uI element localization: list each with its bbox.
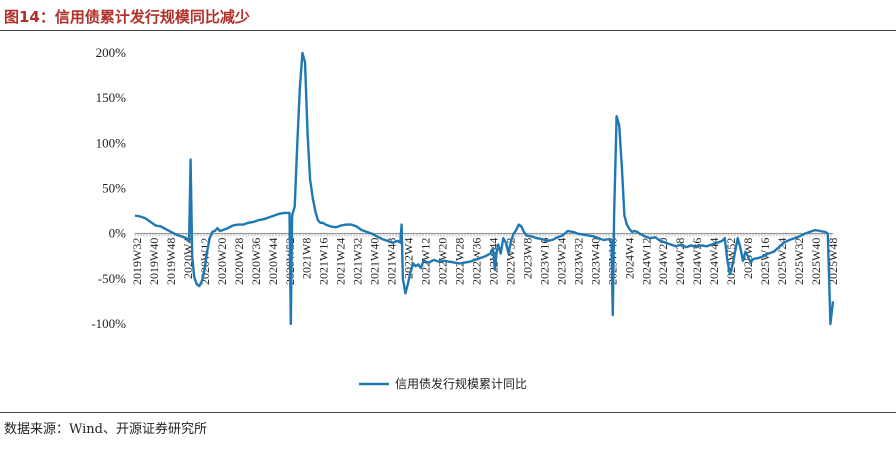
x-tick-label: 2024W28	[673, 238, 687, 285]
x-tick-label: 2021W40	[368, 238, 382, 285]
x-tick-label: 2024W20	[656, 238, 670, 285]
x-tick-label: 2023W40	[588, 238, 602, 285]
y-tick-label: 50%	[102, 181, 126, 196]
x-tick-label: 2023W16	[537, 238, 551, 285]
x-tick-label: 2025W16	[758, 238, 772, 285]
figure-title: 图14：信用债累计发行规模同比减少	[4, 8, 250, 26]
legend-label: 信用债发行规模累计同比	[395, 376, 527, 391]
line-chart: 200%150%100%50%0%-50%-100% 2019W32 2019W4…	[91, 45, 840, 391]
x-tick-label: 2022W36	[470, 238, 484, 285]
x-tick-label: 2019W48	[164, 238, 178, 285]
plot-area	[134, 51, 835, 326]
source-note: 数据来源：Wind、开源证券研究所	[4, 422, 207, 437]
y-tick-label: 200%	[96, 45, 127, 60]
x-tick-label: 2023W24	[554, 238, 568, 285]
x-axis: 2019W32 2019W40 2019W48 2020W4 2020W12 2020W2…	[130, 232, 840, 285]
x-tick-label: 2022W28	[453, 238, 467, 285]
source-rule	[0, 412, 896, 413]
y-tick-label: -50%	[98, 271, 126, 286]
title-rule	[0, 30, 896, 31]
y-axis: 200% 150% 100% 50% 0% -50% -100%	[91, 45, 126, 331]
x-tick-label: 2025W24	[775, 238, 789, 285]
x-tick-label: 2023W32	[571, 238, 585, 285]
x-tick-label: 2025W32	[792, 238, 806, 285]
y-tick-label: 150%	[96, 90, 127, 105]
x-tick-label: 2021W48	[385, 238, 399, 285]
x-tick-label: 2021W8	[300, 238, 314, 279]
x-tick-label: 2021W16	[317, 238, 331, 285]
x-tick-label: 2021W24	[334, 238, 348, 285]
x-tick-label: 2024W4	[622, 238, 636, 279]
legend: 信用债发行规模累计同比	[359, 376, 527, 391]
x-tick-label: 2021W32	[351, 238, 365, 285]
x-tick-label: 2020W28	[232, 238, 246, 285]
x-tick-label: 2020W36	[249, 238, 263, 285]
x-tick-label: 2024W12	[639, 238, 653, 285]
x-tick-label: 2023W8	[520, 238, 534, 279]
y-tick-label: 100%	[96, 135, 127, 150]
series-line	[134, 51, 835, 326]
x-tick-label: 2024W44	[707, 238, 721, 285]
x-tick-label: 2020W20	[215, 238, 229, 285]
x-tick-label: 2020W44	[266, 238, 280, 285]
x-tick-label: 2025W40	[809, 238, 823, 285]
x-tick-label: 2019W32	[130, 238, 144, 285]
x-tick-label: 2024W36	[690, 238, 704, 285]
x-tick-label: 2019W40	[147, 238, 161, 285]
y-tick-label: 0%	[109, 226, 127, 241]
y-tick-label: -100%	[91, 316, 126, 331]
